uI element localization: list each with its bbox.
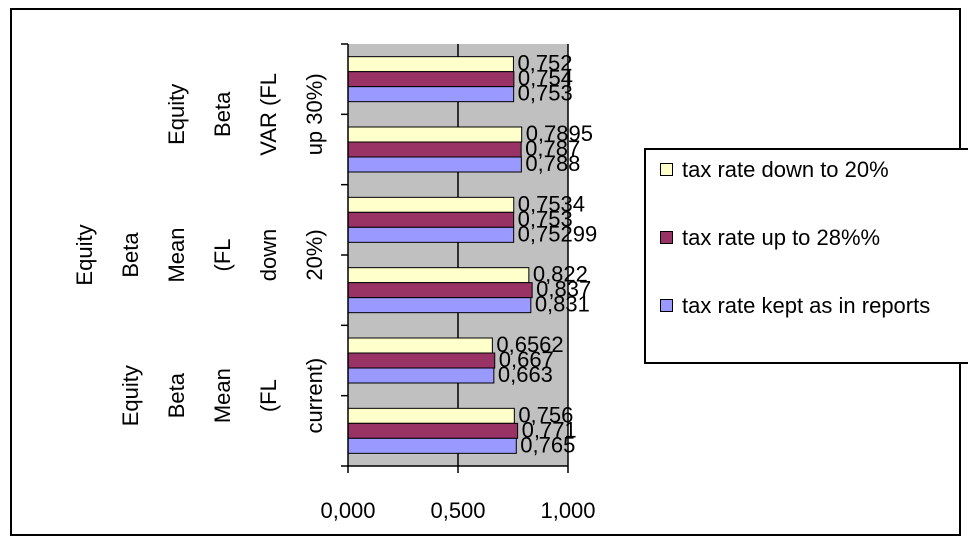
- category-label: Equity: [164, 84, 189, 145]
- category-label: Beta: [210, 91, 235, 137]
- data-label: 0,788: [525, 151, 580, 176]
- data-label: 0,7534: [518, 191, 585, 216]
- bar: [347, 407, 515, 424]
- data-label: 0,753: [518, 206, 573, 231]
- legend-swatch: [660, 299, 673, 312]
- bar: [347, 156, 522, 173]
- data-label: 0,771: [522, 417, 577, 442]
- category-label: 20%): [302, 229, 327, 280]
- bar: [347, 86, 515, 103]
- data-label: 0,754: [518, 66, 573, 91]
- bar: [347, 352, 496, 369]
- data-label: 0,831: [535, 292, 590, 317]
- bar: [347, 367, 495, 384]
- category-label: VAR (FL: [256, 73, 281, 156]
- category-label: current): [302, 358, 327, 434]
- bar: [347, 422, 519, 439]
- bar: [347, 126, 523, 143]
- data-label: 0,663: [498, 362, 553, 387]
- legend-swatch: [660, 163, 673, 176]
- data-label: 0,837: [536, 277, 591, 302]
- bar: [347, 226, 515, 243]
- bar-chart: 0,7560,7710,7650,65620,6670,6630,8220,83…: [72, 43, 598, 523]
- bar: [347, 211, 515, 228]
- bar: [347, 282, 533, 299]
- legend-swatch: [660, 231, 673, 244]
- x-tick-label: 1,000: [540, 498, 595, 523]
- x-tick-label: 0,000: [320, 498, 375, 523]
- legend: tax rate down to 20% tax rate up to 28%%…: [644, 148, 968, 364]
- x-tick-label: 0,500: [430, 498, 485, 523]
- legend-label: tax rate up to 28%%: [682, 225, 881, 250]
- category-label: (FL: [210, 239, 235, 272]
- bar: [347, 337, 493, 354]
- category-label: Mean: [164, 227, 189, 282]
- bar: [347, 56, 514, 73]
- data-label: 0,75299: [518, 221, 598, 246]
- data-label: 0,6562: [496, 332, 563, 357]
- category-label: (FL: [256, 379, 281, 412]
- bar: [347, 297, 532, 314]
- data-label: 0,765: [520, 432, 575, 457]
- category-label: down: [256, 229, 281, 282]
- category-label: Beta: [118, 232, 143, 278]
- data-label: 0,753: [518, 81, 573, 106]
- data-label: 0,752: [517, 51, 572, 76]
- legend-label: tax rate down to 20%: [682, 157, 889, 182]
- data-label: 0,7895: [526, 121, 593, 146]
- data-label: 0,822: [533, 262, 588, 287]
- category-label: Beta: [164, 372, 189, 418]
- category-label: up 30%): [302, 73, 327, 155]
- category-label: Mean: [210, 368, 235, 423]
- bar: [347, 71, 515, 88]
- bar: [347, 267, 530, 284]
- category-label: Equity: [72, 224, 97, 285]
- data-label: 0,667: [499, 347, 554, 372]
- bar: [347, 196, 515, 213]
- category-label: Equity: [118, 365, 143, 426]
- bar: [347, 141, 522, 158]
- legend-label: tax rate kept as in reports: [682, 293, 931, 318]
- chart-frame: 0,756 0,771 0,765 0,6562 0,667 0,663 0,822 0,83…: [10, 8, 968, 536]
- data-label: 0,756: [518, 402, 573, 427]
- data-label: 0,787: [525, 136, 580, 161]
- bar: [347, 437, 517, 454]
